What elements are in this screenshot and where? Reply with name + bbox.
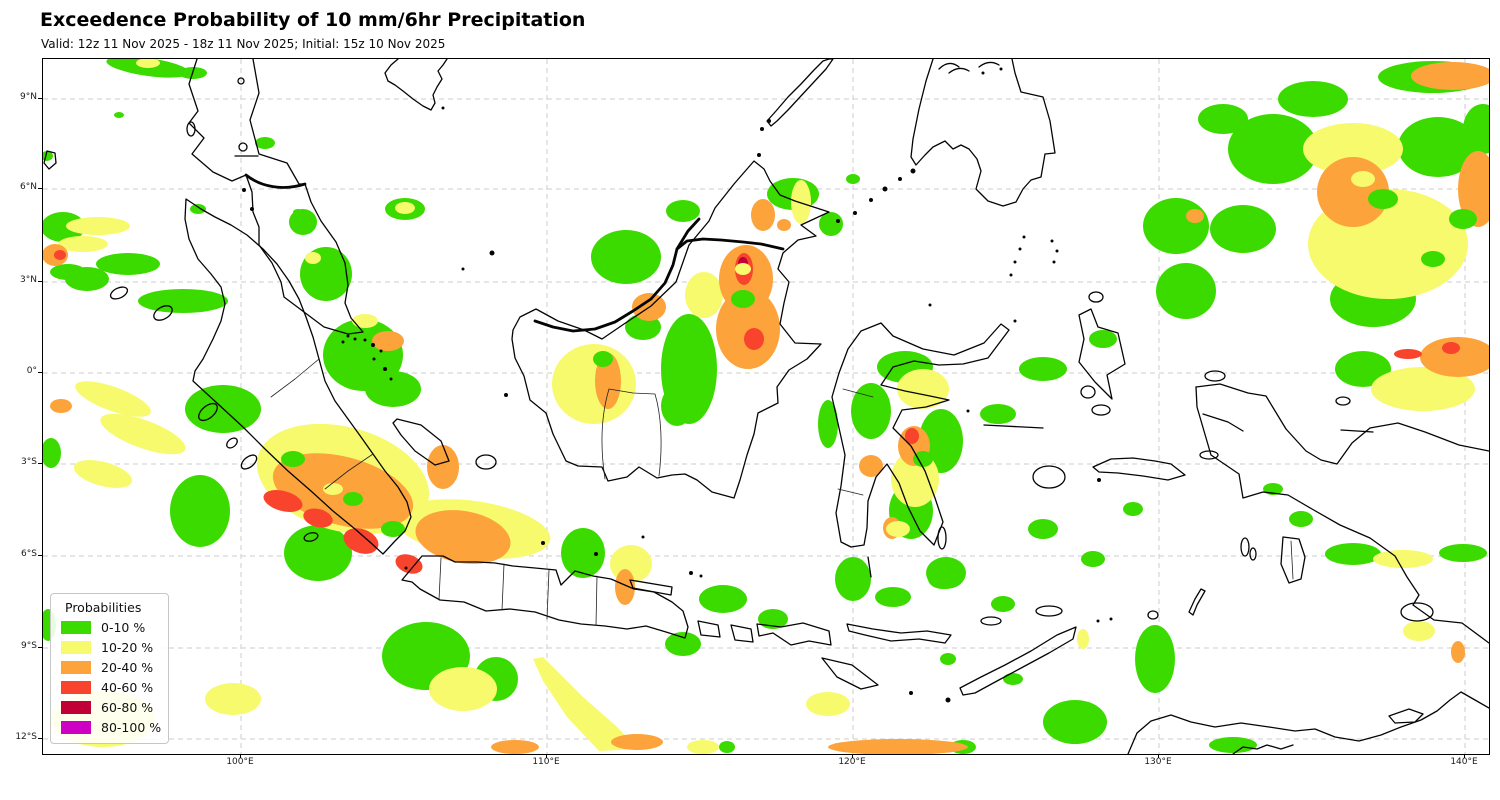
legend-title: Probabilities [65, 600, 142, 615]
x-tick-label: 120°E [838, 757, 866, 767]
legend-item: 80-100 % [59, 720, 162, 735]
y-tick-label: 9°S [21, 641, 37, 651]
y-tick-label: 6°N [20, 182, 37, 192]
coastlines [43, 59, 1489, 754]
y-tick-mark [38, 647, 42, 648]
y-tick-mark [38, 98, 42, 99]
y-tick-label: 3°S [21, 457, 37, 467]
page-title: Exceedence Probability of 10 mm/6hr Prec… [40, 9, 586, 31]
prob-speckle-10-20 [323, 171, 1375, 537]
legend-swatch [61, 681, 91, 694]
legend-item-label: 0-10 % [101, 620, 146, 635]
y-tick-mark [38, 555, 42, 556]
prob-speckle-0-10 [281, 189, 1477, 537]
x-tick-label: 130°E [1144, 757, 1172, 767]
y-tick-label: 12°S [15, 732, 37, 742]
x-tick-mark [546, 754, 547, 758]
prob-contours-40-60 [54, 250, 1460, 574]
country-borders-bold [244, 173, 785, 333]
x-tick-label: 140°E [1450, 757, 1478, 767]
y-tick-mark [38, 281, 42, 282]
legend-item: 20-40 % [59, 660, 162, 675]
y-tick-mark [38, 738, 42, 739]
legend-item-label: 20-40 % [101, 660, 154, 675]
legend-swatch [61, 721, 91, 734]
y-tick-label: 9°N [20, 92, 37, 102]
legend-swatch [61, 621, 91, 634]
prob-contours-20-40 [43, 62, 1489, 754]
legend-swatch [61, 641, 91, 654]
x-tick-mark [1464, 754, 1465, 758]
legend-item-label: 80-100 % [101, 720, 162, 735]
map-canvas [43, 59, 1489, 754]
x-tick-label: 100°E [226, 757, 254, 767]
y-tick-label: 3°N [20, 275, 37, 285]
legend-swatch [61, 701, 91, 714]
y-tick-label: 0° [26, 366, 37, 376]
y-tick-label: 6°S [21, 549, 37, 559]
y-tick-mark [38, 188, 42, 189]
x-tick-mark [240, 754, 241, 758]
legend-item-label: 40-60 % [101, 680, 154, 695]
map-plot-area [42, 58, 1490, 755]
legend-item: 0-10 % [59, 620, 162, 635]
x-tick-label: 110°E [532, 757, 560, 767]
legend-rows: 0-10 % 10-20 % 20-40 % 40-60 % 60-80 % 80-100… [59, 620, 162, 735]
legend-item-label: 60-80 % [101, 700, 154, 715]
y-tick-mark [38, 463, 42, 464]
legend-item: 60-80 % [59, 700, 162, 715]
legend-item: 40-60 % [59, 680, 162, 695]
x-tick-mark [852, 754, 853, 758]
legend-swatch [61, 661, 91, 674]
legend-item-label: 10-20 % [101, 640, 154, 655]
small-islands [242, 67, 1113, 703]
y-tick-mark [38, 372, 42, 373]
x-tick-mark [1158, 754, 1159, 758]
legend-item: 10-20 % [59, 640, 162, 655]
figure-subtitle: Valid: 12z 11 Nov 2025 - 18z 11 Nov 2025… [41, 37, 446, 51]
legend: Probabilities 0-10 % 10-20 % 20-40 % 40-60 … [50, 593, 169, 744]
